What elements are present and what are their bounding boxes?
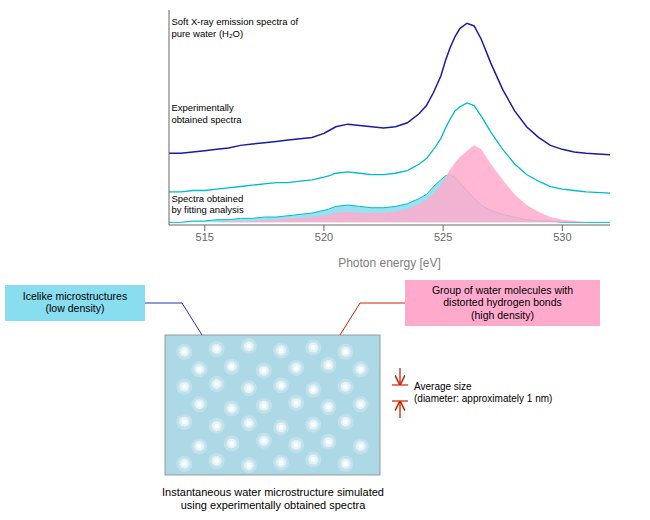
svg-text:Icelike microstructures(low de: Icelike microstructures(low density) bbox=[23, 290, 127, 315]
svg-text:Photon energy [eV]: Photon energy [eV] bbox=[338, 256, 441, 270]
svg-text:520: 520 bbox=[315, 231, 333, 243]
svg-text:515: 515 bbox=[196, 231, 214, 243]
svg-text:Experimentallyobtained spectra: Experimentallyobtained spectra bbox=[171, 102, 242, 124]
svg-text:Soft X-ray emission spectra of: Soft X-ray emission spectra ofpure water… bbox=[171, 16, 298, 38]
svg-text:Instantaneous water microstruc: Instantaneous water microstructure simul… bbox=[162, 486, 384, 511]
svg-text:Group of water molecules withd: Group of water molecules withdistorted h… bbox=[432, 284, 573, 321]
svg-text:525: 525 bbox=[434, 231, 452, 243]
svg-text:530: 530 bbox=[553, 231, 571, 243]
svg-text:Average size(diameter: approxi: Average size(diameter: approximately 1 n… bbox=[414, 381, 552, 404]
svg-text:Spectra obtainedby fitting ana: Spectra obtainedby fitting analysis bbox=[171, 193, 244, 215]
